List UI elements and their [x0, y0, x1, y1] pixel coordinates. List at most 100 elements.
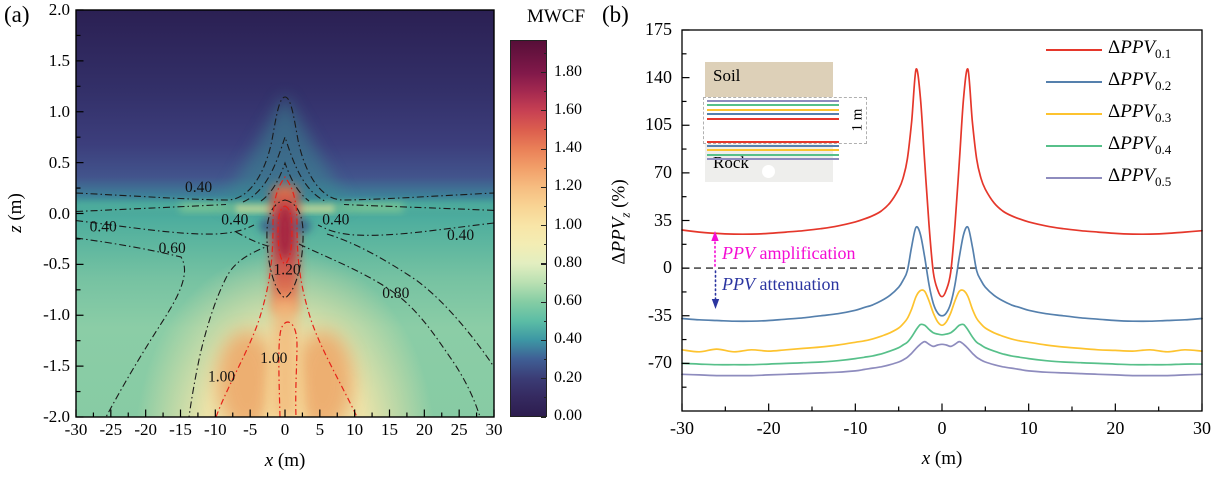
y-tick-label: 175	[645, 19, 672, 39]
x-tick-label: 20	[1106, 418, 1125, 438]
data-curves	[681, 68, 1203, 377]
blast-source-icon	[762, 165, 775, 178]
panel-a-tag: (a)	[4, 2, 30, 27]
panel-b-x-title: x (m)	[921, 448, 963, 469]
x-tick-label: 10	[346, 420, 364, 439]
colorbar-minor-tick	[543, 244, 547, 246]
x-tick-label: -25	[99, 420, 123, 439]
colorbar-tick-label: 1.80	[554, 62, 582, 80]
inset-soil-label: Soil	[713, 66, 741, 85]
panel-a-frame	[75, 9, 495, 418]
colorbar-minor-tick	[543, 167, 547, 169]
x-tick-label: -20	[134, 420, 157, 439]
monitoring-line	[707, 117, 839, 120]
colorbar-title: MWCF	[526, 6, 586, 27]
attenuation-arrowhead-icon	[711, 299, 720, 309]
y-tick-label: -1.5	[43, 356, 70, 376]
colorbar-tick-label: 0.80	[554, 253, 582, 271]
monitoring-line	[707, 113, 839, 116]
legend-label: ΔPPV0.3	[1108, 101, 1172, 125]
y-tick-label: 140	[645, 66, 672, 87]
x-tick-label: 25	[450, 420, 468, 439]
colorbar-minor-tick	[543, 320, 547, 322]
monitoring-line	[707, 158, 839, 161]
x-tick-label: 20	[415, 420, 433, 439]
series-curve	[681, 323, 1203, 366]
colorbar-tick-label: 0.20	[554, 368, 582, 386]
legend-line-sample	[1046, 177, 1102, 179]
colorbar-tick	[541, 301, 546, 303]
colorbar-tick	[541, 339, 546, 342]
y-tick-label: 35	[654, 209, 672, 230]
colorbar-tick	[541, 263, 546, 265]
contour-label: 1.00	[208, 368, 235, 385]
contour-label: 1.20	[274, 261, 301, 278]
contour-label: 0.40	[185, 179, 212, 196]
monitoring-line	[707, 108, 839, 111]
x-tick-label: 0	[280, 420, 290, 439]
monitoring-line	[707, 153, 839, 156]
x-tick-label: -10	[203, 420, 227, 439]
legend-line-sample	[1046, 113, 1102, 115]
series-curve	[681, 289, 1203, 353]
colorbar-minor-tick	[543, 282, 547, 284]
contour-label: 0.40	[221, 212, 248, 229]
panel-b-tag: (b)	[602, 2, 629, 27]
black-contour-lines	[76, 96, 494, 417]
panel-b-y-title: ΔPPVz (%)	[608, 179, 633, 265]
x-tick-label: 10	[1019, 418, 1038, 438]
contour-labels: 0.40 0.40 0.40 0.40 0.40 0.60 0.80 1.20 1.00 1.00	[90, 179, 475, 385]
colorbar-tick	[541, 186, 546, 189]
panel-a-ticks	[75, 9, 495, 418]
colorbar-tick-label: 1.20	[554, 177, 582, 195]
legend-line-sample	[1046, 81, 1102, 83]
panel-a-x-title: x (m)	[264, 450, 306, 471]
x-tick-label: -15	[169, 420, 192, 439]
y-tick-label: 1.0	[48, 101, 70, 121]
y-tick-label: -0.5	[43, 254, 70, 274]
inset-dimension-label: 1 m	[849, 108, 866, 132]
monitoring-line	[707, 100, 839, 102]
y-tick-label: 0.0	[48, 203, 70, 223]
colorbar	[510, 40, 547, 417]
y-tick-label: 70	[654, 161, 672, 182]
contour-label: 0.40	[447, 227, 474, 244]
x-tick-label: 0	[937, 418, 947, 438]
x-tick-label: -5	[243, 420, 258, 439]
panel-a-y-title: z (m)	[5, 193, 26, 233]
x-tick-label: -30	[64, 420, 88, 439]
inset-monitoring-lines	[707, 99, 839, 161]
y-tick-label: -2.0	[43, 407, 70, 426]
legend-line-sample	[1046, 49, 1102, 51]
x-tick-label: 30	[1193, 418, 1211, 438]
y-tick-label: -35	[648, 304, 672, 325]
x-tick-label: -30	[670, 418, 694, 438]
y-tick-label: -1.0	[43, 305, 70, 325]
legend-label: ΔPPV0.1	[1108, 37, 1172, 61]
colorbar-minor-tick	[543, 129, 547, 131]
heatmap-plot: 0.40 0.40 0.40 0.40 0.40 0.60 0.80 1.20 1.00 1.00	[75, 9, 495, 418]
colorbar-tick	[541, 378, 546, 380]
colorbar-tick-label: 1.00	[554, 215, 582, 233]
red-contour-lines	[215, 175, 358, 417]
series-curve	[681, 340, 1203, 377]
colorbar-tick-label: 1.60	[554, 100, 582, 118]
line-plot	[681, 29, 1203, 412]
legend-label: ΔPPV0.2	[1108, 69, 1172, 93]
colorbar-tick	[541, 148, 546, 150]
monitoring-line	[707, 149, 839, 152]
ppv-attenuation-label: PPV attenuation	[722, 274, 840, 294]
contour-label: 1.00	[260, 350, 287, 367]
colorbar-minor-tick	[543, 52, 547, 54]
monitoring-line	[707, 104, 839, 107]
contour-label: 0.40	[90, 219, 117, 236]
legend-label: ΔPPV0.4	[1108, 133, 1172, 157]
y-tick-label: 0	[663, 257, 672, 278]
x-tick-label: 15	[381, 420, 398, 439]
y-tick-label: 1.5	[48, 50, 70, 70]
colorbar-tick	[541, 416, 546, 418]
amplification-arrowhead-icon	[711, 231, 719, 241]
series-curve	[681, 68, 1203, 298]
panel-b-frame	[681, 29, 1203, 412]
